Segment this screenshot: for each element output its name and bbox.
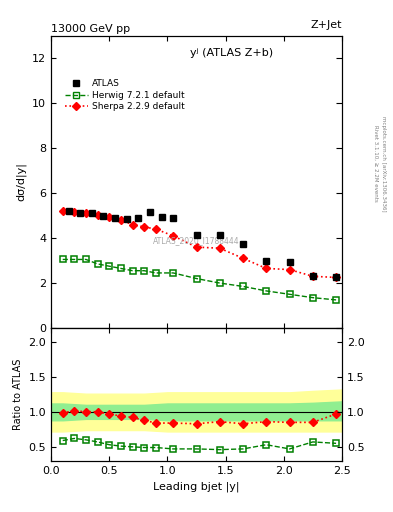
Text: mcplots.cern.ch [arXiv:1306.3436]: mcplots.cern.ch [arXiv:1306.3436] (381, 116, 386, 211)
Text: yʲ (ATLAS Z+b): yʲ (ATLAS Z+b) (190, 48, 273, 57)
Text: ATLAS_2020_I1788444: ATLAS_2020_I1788444 (153, 236, 240, 245)
Y-axis label: Ratio to ATLAS: Ratio to ATLAS (13, 359, 23, 430)
Legend: ATLAS, Herwig 7.2.1 default, Sherpa 2.2.9 default: ATLAS, Herwig 7.2.1 default, Sherpa 2.2.… (61, 75, 189, 115)
Text: Z+Jet: Z+Jet (310, 20, 342, 30)
Y-axis label: dσ/d|y|: dσ/d|y| (16, 162, 27, 201)
Text: 13000 GeV pp: 13000 GeV pp (51, 24, 130, 34)
Text: Rivet 3.1.10, ≥ 2.2M events: Rivet 3.1.10, ≥ 2.2M events (373, 125, 378, 202)
X-axis label: Leading bjet |y|: Leading bjet |y| (153, 481, 240, 492)
